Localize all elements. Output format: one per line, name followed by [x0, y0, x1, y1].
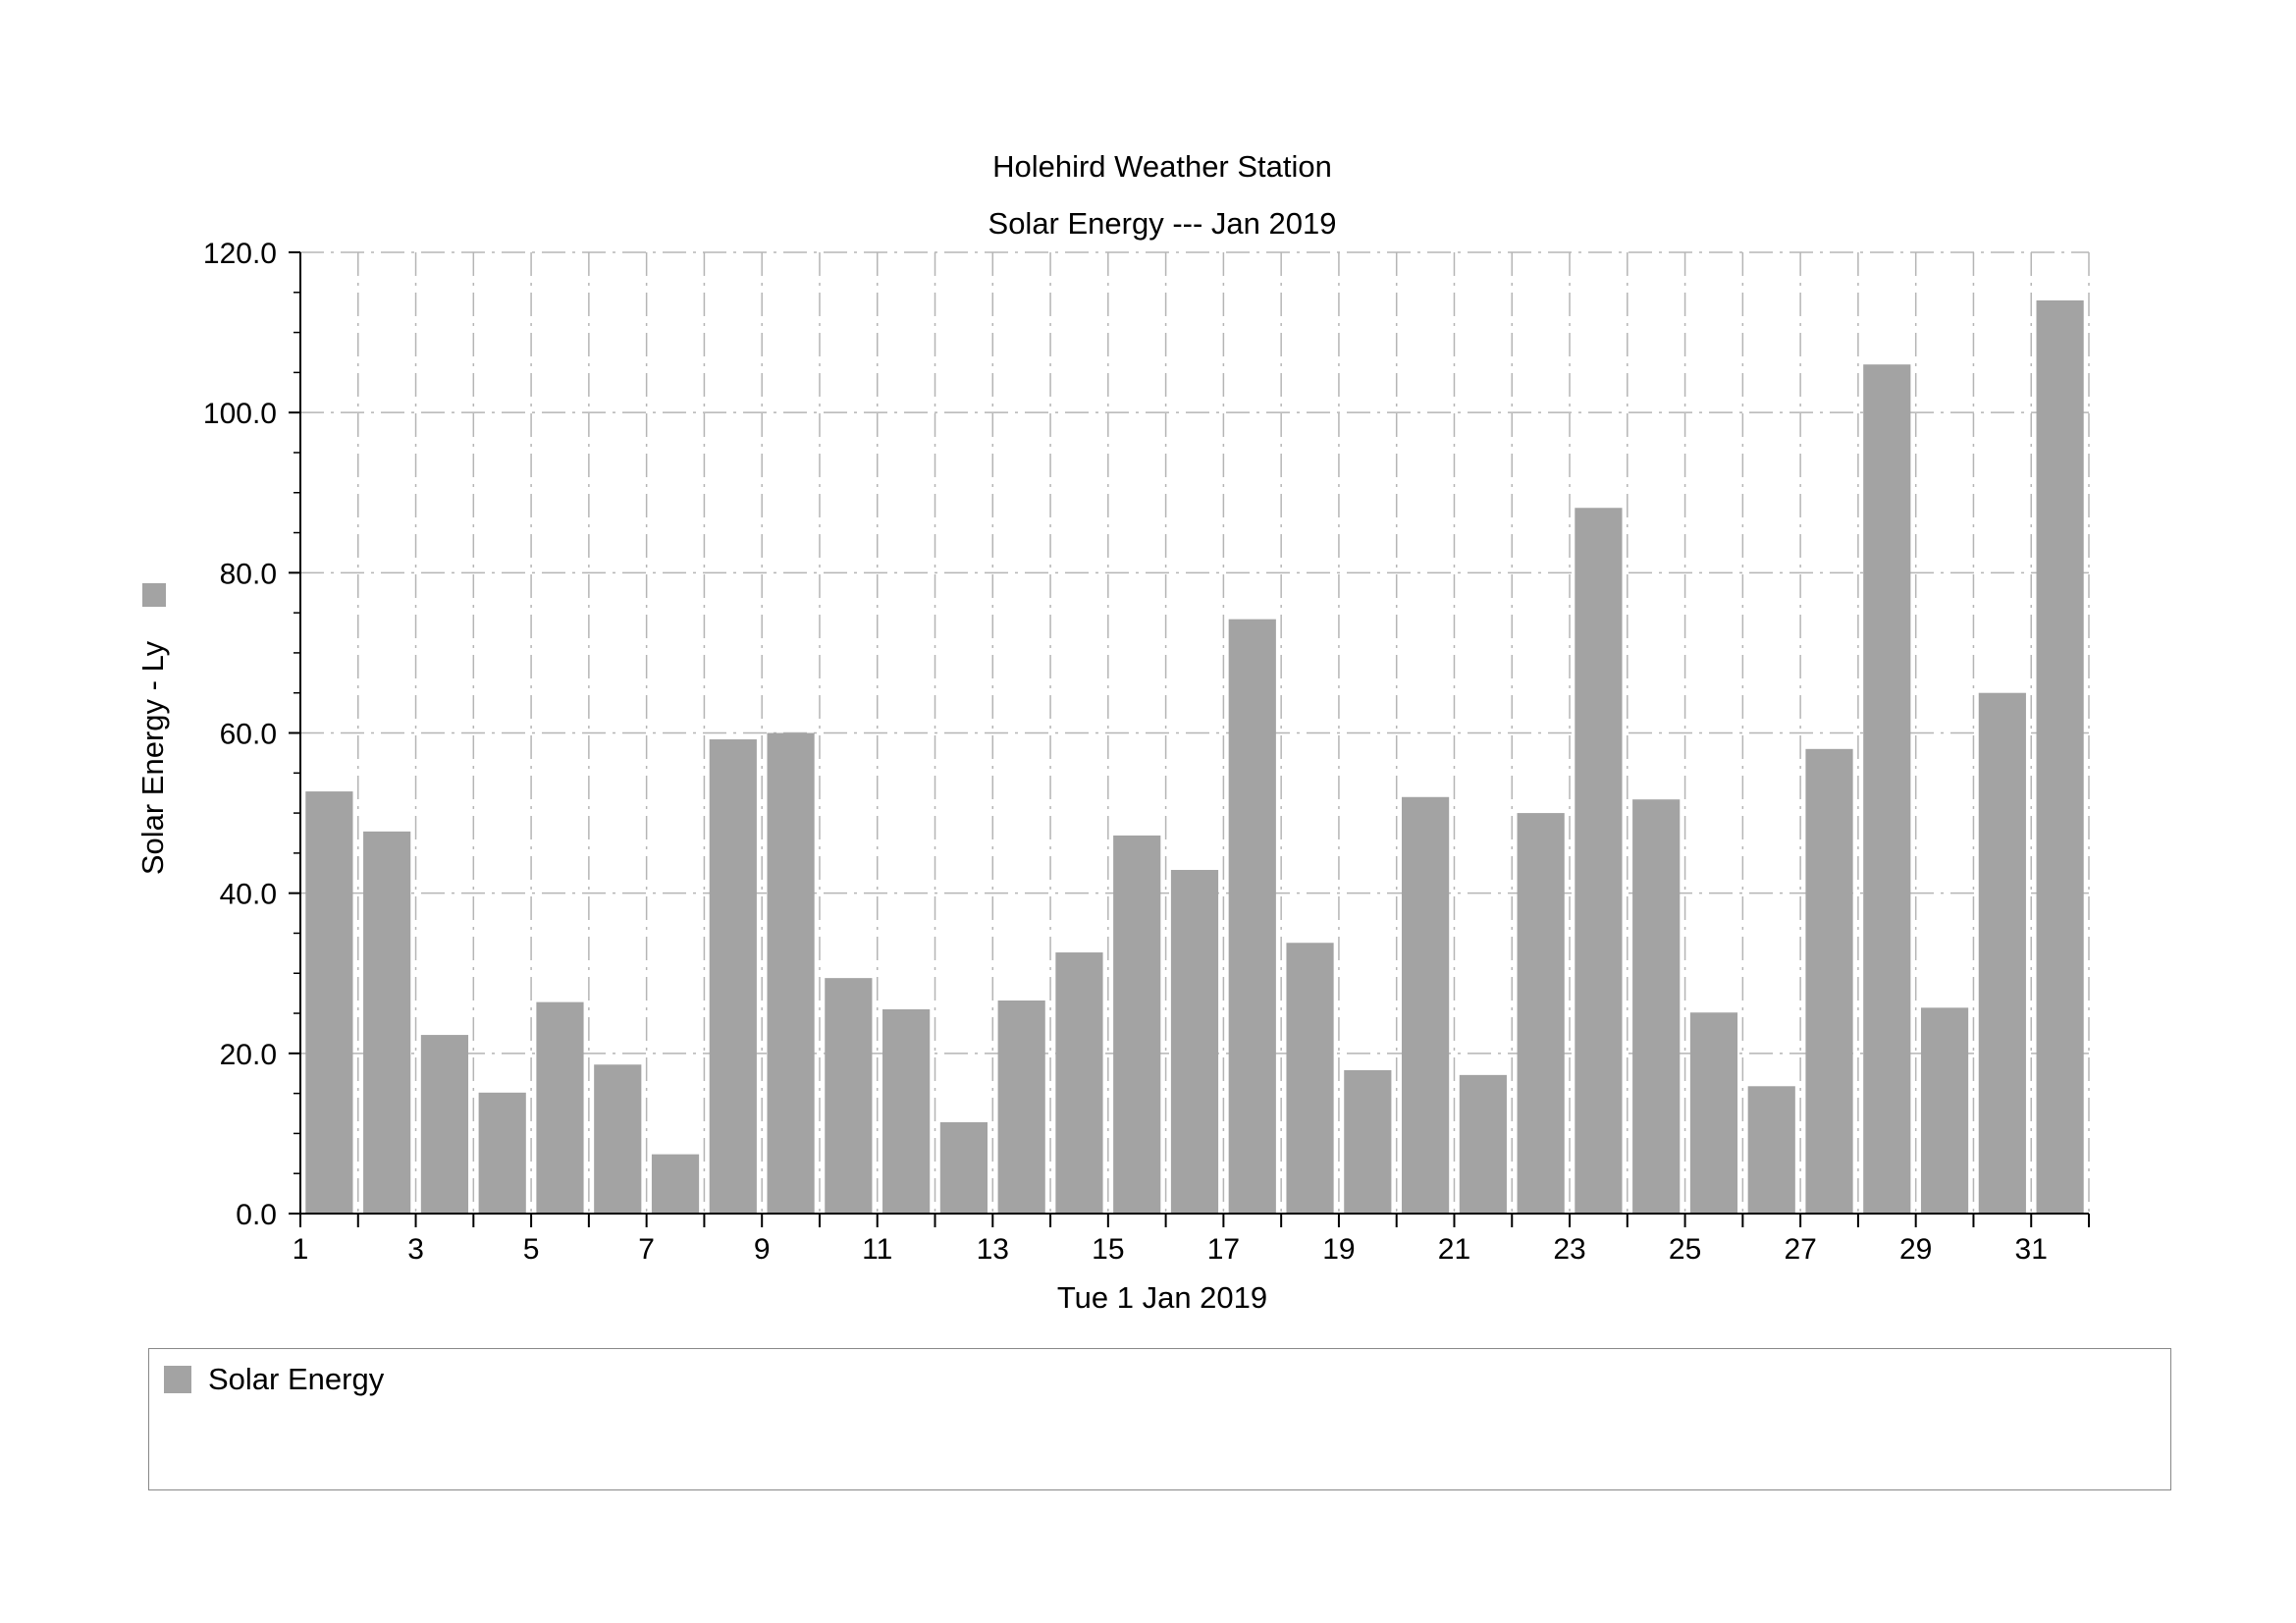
bar-day-1 — [305, 791, 353, 1214]
bar-day-21 — [1459, 1074, 1507, 1214]
bar-day-24 — [1632, 799, 1681, 1214]
x-tick-label: 3 — [407, 1233, 424, 1266]
legend-label: Solar Energy — [208, 1362, 385, 1396]
bar-day-23 — [1575, 508, 1623, 1214]
bar-day-25 — [1689, 1012, 1738, 1214]
bar-day-13 — [997, 1000, 1045, 1214]
x-tick-label: 11 — [862, 1233, 892, 1266]
legend: Solar Energy — [148, 1348, 2171, 1490]
x-tick-label: 27 — [1784, 1233, 1816, 1266]
x-tick-label: 9 — [754, 1233, 771, 1266]
bar-day-22 — [1517, 813, 1565, 1214]
bar-day-14 — [1055, 952, 1103, 1214]
x-tick-label: 19 — [1322, 1233, 1355, 1266]
chart-title: Holehird Weather Station — [992, 149, 1332, 184]
bar-day-27 — [1805, 748, 1853, 1214]
bar-day-20 — [1401, 796, 1450, 1214]
bar-day-18 — [1286, 943, 1334, 1214]
bar-day-9 — [767, 732, 815, 1214]
x-tick-label: 13 — [977, 1233, 1009, 1266]
bar-day-29 — [1920, 1007, 1969, 1214]
bar-day-30 — [1978, 692, 2026, 1214]
bar-day-28 — [1863, 364, 1911, 1214]
ylabel-legend-swatch — [142, 583, 166, 607]
y-tick-label: 20.0 — [220, 1039, 277, 1071]
bar-day-4 — [478, 1092, 526, 1214]
bar-day-31 — [2036, 299, 2084, 1214]
y-tick-label: 60.0 — [220, 719, 277, 751]
x-tick-label: 31 — [2015, 1233, 2048, 1266]
bar-day-7 — [651, 1154, 700, 1214]
x-tick-label: 15 — [1092, 1233, 1124, 1266]
x-axis-label: Tue 1 Jan 2019 — [1057, 1280, 1267, 1315]
x-tick-label: 1 — [293, 1233, 309, 1266]
bar-day-3 — [420, 1035, 469, 1214]
bar-day-15 — [1113, 835, 1161, 1214]
y-axis-label: Solar Energy - Ly — [135, 640, 170, 875]
bar-day-12 — [939, 1121, 988, 1214]
bar-day-6 — [594, 1064, 642, 1214]
y-tick-label: 80.0 — [220, 558, 277, 590]
y-tick-label: 120.0 — [203, 238, 277, 270]
chart-subtitle: Solar Energy --- Jan 2019 — [988, 206, 1337, 241]
bar-day-5 — [536, 1001, 584, 1214]
bar-day-2 — [363, 831, 411, 1214]
x-tick-label: 5 — [523, 1233, 540, 1266]
bar-day-19 — [1344, 1069, 1392, 1214]
y-tick-label: 0.0 — [236, 1199, 277, 1231]
y-tick-label: 40.0 — [220, 879, 277, 911]
legend-swatch — [164, 1366, 191, 1393]
bar-day-11 — [882, 1008, 931, 1214]
bar-day-17 — [1228, 619, 1276, 1214]
bar-day-8 — [709, 739, 757, 1214]
bar-day-10 — [825, 978, 873, 1214]
x-tick-label: 7 — [638, 1233, 655, 1266]
bar-day-16 — [1170, 870, 1219, 1214]
legend-entry-solar-energy: Solar Energy — [164, 1362, 384, 1397]
x-tick-label: 25 — [1669, 1233, 1701, 1266]
x-tick-label: 17 — [1207, 1233, 1240, 1266]
bar-day-26 — [1747, 1086, 1795, 1214]
x-tick-label: 21 — [1438, 1233, 1470, 1266]
y-tick-label: 100.0 — [203, 398, 277, 430]
bars — [305, 299, 2084, 1214]
x-tick-label: 23 — [1553, 1233, 1585, 1266]
x-tick-label: 29 — [1899, 1233, 1932, 1266]
